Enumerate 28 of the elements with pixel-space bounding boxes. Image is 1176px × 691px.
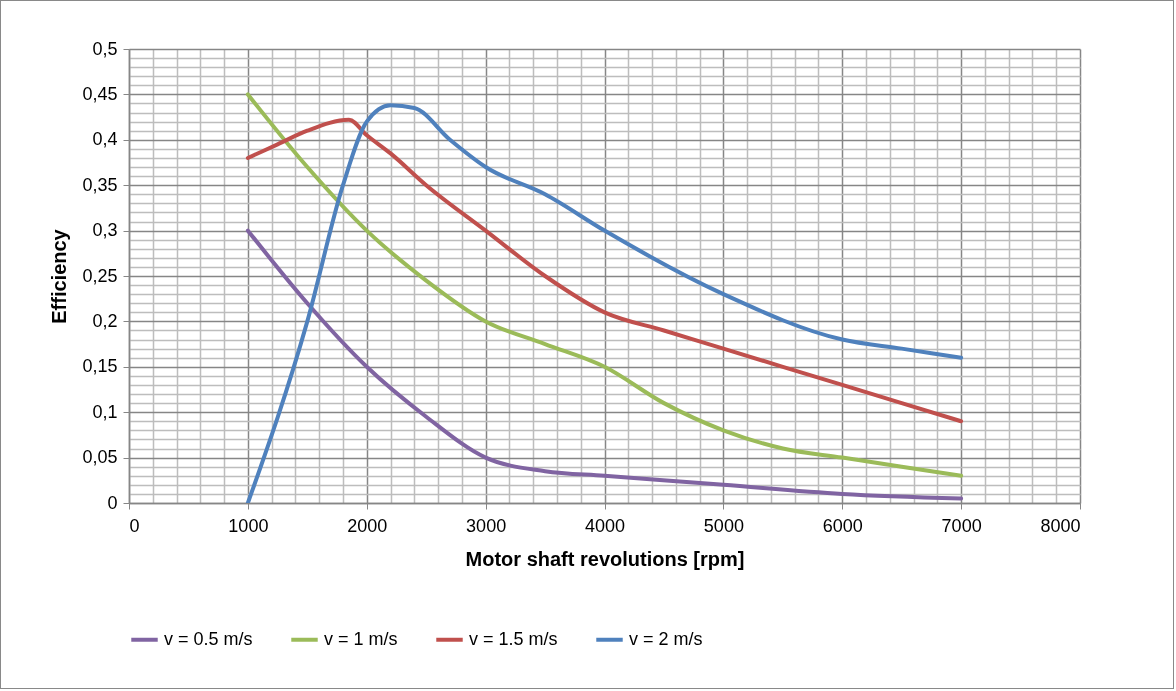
y-tick-label: 0,2 — [92, 310, 118, 331]
legend-label: v = 0.5 m/s — [164, 628, 253, 649]
y-tick-label: 0,4 — [92, 129, 118, 150]
y-tick-label: 0 — [107, 492, 118, 513]
legend-label: v = 1 m/s — [324, 628, 398, 649]
y-tick-label: 0,45 — [82, 83, 118, 104]
x-axis-title: Motor shaft revolutions [rpm] — [465, 547, 745, 570]
legend-label: v = 1.5 m/s — [469, 628, 558, 649]
x-tick-label: 1000 — [228, 515, 269, 536]
x-tick-label: 5000 — [703, 515, 744, 536]
y-tick-label: 0,5 — [92, 38, 118, 59]
line-series — [245, 117, 964, 424]
x-tick-label: 2000 — [347, 515, 388, 536]
y-tick-label: 0,3 — [92, 220, 118, 241]
legend-label: v = 2 m/s — [629, 628, 703, 649]
x-tick-label: 7000 — [941, 515, 982, 536]
x-tick-label: 3000 — [466, 515, 507, 536]
x-tick-label: 4000 — [584, 515, 626, 536]
y-tick-label: 0,25 — [82, 265, 118, 286]
y-tick-label: 0,05 — [82, 447, 118, 468]
y-axis-title: Efficiency — [48, 228, 71, 324]
x-tick-label: 0 — [129, 515, 140, 536]
x-tick-label: 8000 — [1040, 515, 1081, 536]
y-tick-label: 0,1 — [92, 401, 118, 422]
line-series — [245, 228, 964, 501]
y-tick-label: 0,15 — [82, 356, 118, 377]
x-tick-label: 6000 — [822, 515, 863, 536]
y-tick-label: 0,35 — [82, 174, 118, 195]
